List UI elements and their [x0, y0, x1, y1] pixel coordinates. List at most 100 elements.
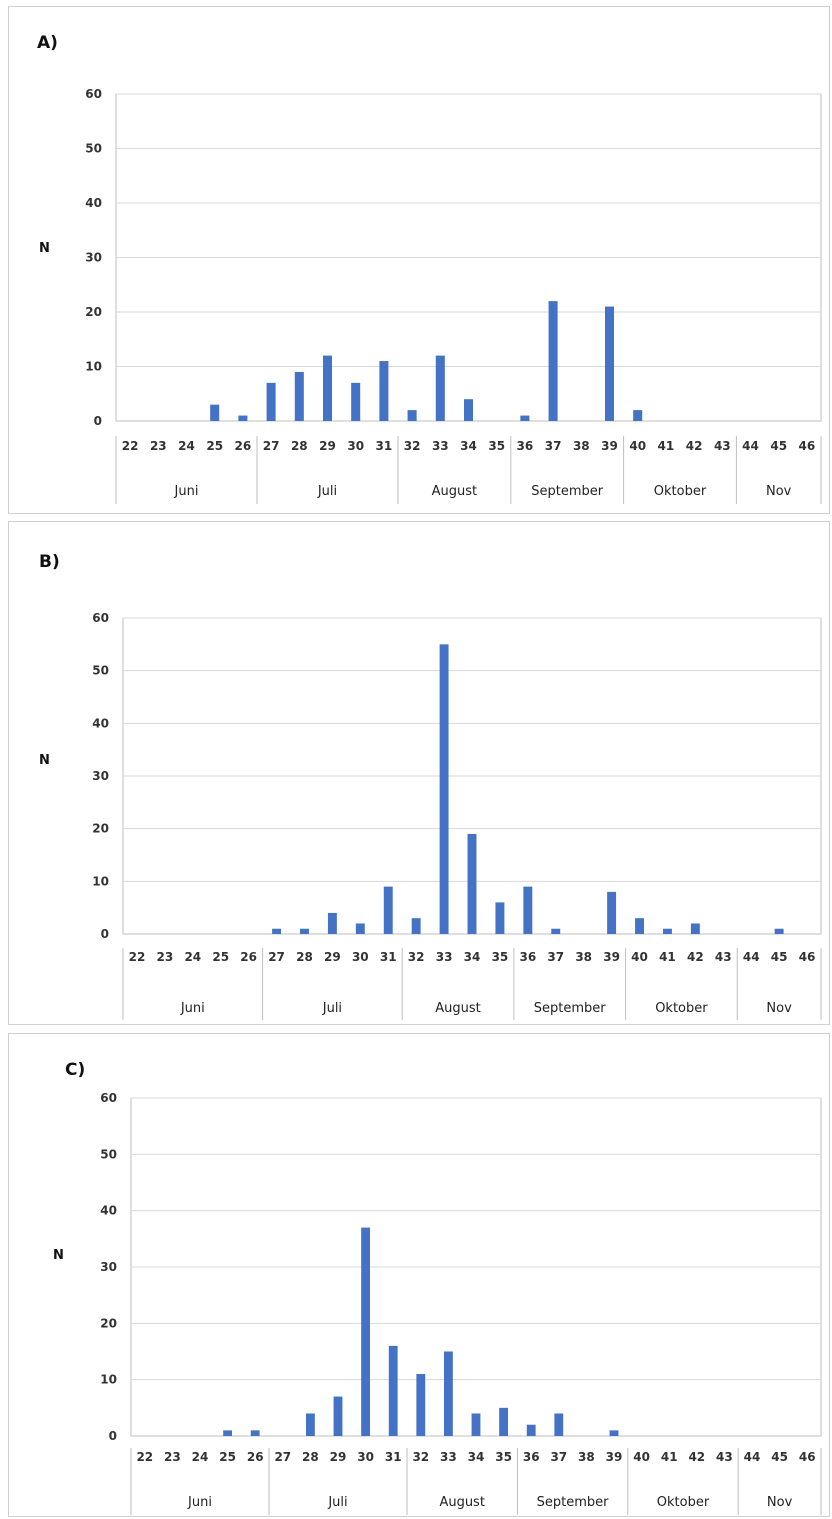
bar [351, 382, 361, 421]
month-label: Juni [174, 484, 199, 499]
y-tick-label: 40 [100, 1204, 117, 1218]
month-label: September [537, 1495, 610, 1510]
bar [294, 371, 304, 421]
month-label: September [531, 484, 604, 499]
bar [272, 928, 282, 934]
bar [435, 355, 445, 421]
x-tick-label: 36 [517, 439, 534, 453]
panel-label: A) [37, 33, 58, 53]
y-tick-label: 0 [109, 1429, 117, 1443]
x-tick-label: 22 [122, 439, 139, 453]
x-tick-label: 26 [240, 950, 257, 964]
bar [388, 1345, 398, 1436]
x-tick-label: 38 [573, 439, 590, 453]
bar [322, 355, 333, 421]
x-tick-label: 46 [799, 439, 816, 453]
y-tick-label: 20 [85, 305, 102, 319]
month-label: Juni [187, 1495, 212, 1510]
x-tick-label: 44 [744, 1450, 761, 1464]
x-tick-label: 43 [716, 1450, 733, 1464]
x-tick-label: 41 [659, 950, 676, 964]
x-tick-label: 36 [519, 950, 536, 964]
x-tick-label: 22 [136, 1450, 153, 1464]
x-tick-label: 37 [550, 1450, 567, 1464]
y-tick-label: 10 [85, 360, 102, 374]
month-label: Oktober [657, 1495, 710, 1510]
bar [774, 928, 784, 934]
month-label: Nov [766, 484, 792, 499]
x-tick-label: 27 [263, 439, 280, 453]
x-tick-label: 26 [247, 1450, 264, 1464]
x-tick-label: 42 [688, 1450, 705, 1464]
y-tick-label: 60 [85, 87, 102, 101]
x-tick-label: 23 [157, 950, 174, 964]
x-tick-label: 45 [770, 439, 787, 453]
y-tick-label: 50 [100, 1147, 117, 1161]
x-tick-label: 35 [488, 439, 505, 453]
bar [361, 1227, 371, 1436]
y-tick-label: 20 [92, 822, 109, 836]
bar [463, 399, 474, 421]
x-tick-label: 29 [330, 1450, 347, 1464]
month-label: Juli [322, 1001, 342, 1016]
y-tick-label: 60 [92, 611, 109, 625]
bar [383, 886, 393, 934]
y-tick-label: 30 [92, 769, 109, 783]
month-label: Oktober [655, 1001, 708, 1016]
x-tick-label: 39 [601, 439, 618, 453]
month-label: Oktober [654, 484, 707, 499]
x-tick-label: 40 [629, 439, 646, 453]
y-tick-label: 40 [92, 716, 109, 730]
x-tick-label: 25 [219, 1450, 236, 1464]
x-tick-label: 33 [440, 1450, 457, 1464]
y-tick-label: 40 [85, 196, 102, 210]
x-tick-label: 36 [523, 1450, 540, 1464]
bar [499, 1407, 509, 1436]
bar [467, 833, 477, 934]
x-tick-label: 25 [206, 439, 223, 453]
y-tick-label: 10 [100, 1373, 117, 1387]
x-tick-label: 45 [771, 950, 788, 964]
x-tick-label: 25 [212, 950, 229, 964]
y-tick-label: 30 [100, 1260, 117, 1274]
y-tick-label: 50 [92, 664, 109, 678]
x-tick-label: 35 [492, 950, 509, 964]
bar [548, 301, 558, 421]
x-tick-label: 29 [324, 950, 341, 964]
bar [223, 1430, 233, 1436]
x-tick-label: 40 [631, 950, 648, 964]
bar [520, 415, 530, 421]
x-tick-label: 26 [235, 439, 252, 453]
y-tick-label: 10 [92, 874, 109, 888]
month-label: Juli [327, 1495, 347, 1510]
x-tick-label: 24 [184, 950, 201, 964]
chart-panel-c: C) N 0 10 20 30 40 50 60 22 23 24 25 26 27 28 29 30 31 32… [8, 1033, 830, 1517]
month-label: August [432, 484, 478, 499]
bar [526, 1424, 536, 1436]
x-tick-label: 43 [714, 439, 731, 453]
bar [690, 923, 700, 934]
x-tick-label: 42 [686, 439, 703, 453]
month-label: September [534, 1001, 607, 1016]
x-tick-label: 24 [178, 439, 195, 453]
bar [333, 1396, 343, 1436]
bar [443, 1351, 453, 1436]
x-tick-label: 32 [408, 950, 425, 964]
chart-panel-a: A) N 0 10 20 30 40 50 60 22 23 24 25 26 27 28 29 30 31 32… [8, 6, 830, 514]
bar [554, 1413, 564, 1436]
x-tick-label: 43 [715, 950, 732, 964]
y-tick-label: 30 [85, 251, 102, 265]
x-tick-label: 41 [658, 439, 675, 453]
y-tick-label: 0 [101, 927, 109, 941]
bar [300, 928, 309, 934]
x-tick-label: 46 [799, 1450, 816, 1464]
bar [411, 918, 421, 934]
bar [305, 1413, 315, 1436]
x-tick-label: 28 [302, 1450, 319, 1464]
bar [266, 382, 276, 421]
x-tick-label: 41 [661, 1450, 678, 1464]
bar [551, 928, 561, 934]
x-tick-label: 30 [357, 1450, 374, 1464]
bar [523, 886, 533, 934]
x-tick-label: 38 [578, 1450, 595, 1464]
